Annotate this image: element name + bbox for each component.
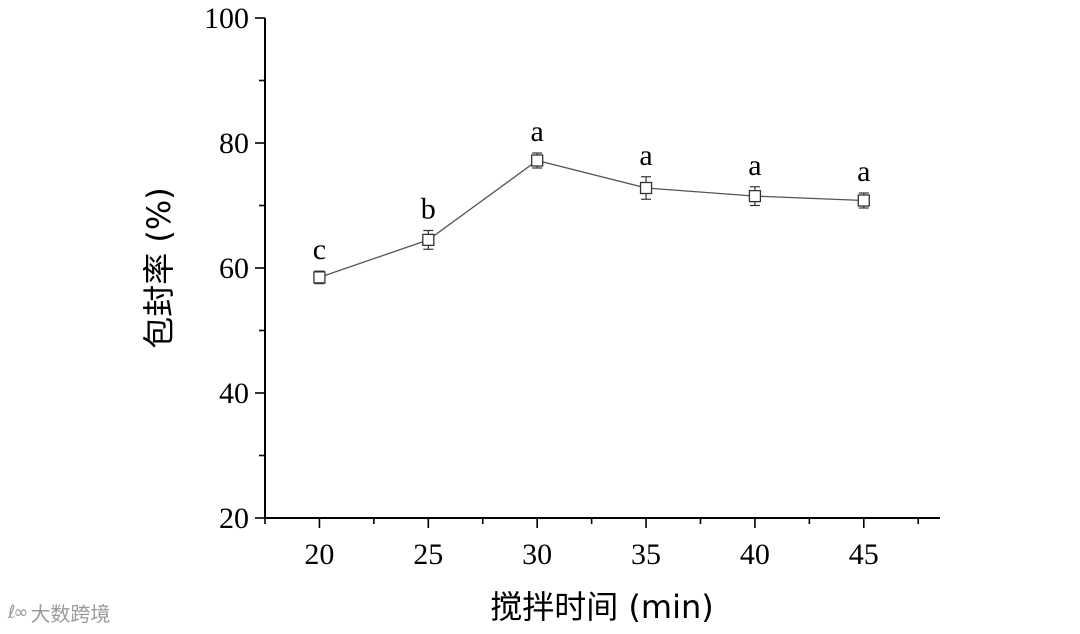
x-tick-label: 20: [304, 538, 334, 571]
ticks: 20 40 60 80 100 20 25 30 35 40 45: [204, 2, 920, 571]
series: c b a a a a: [313, 115, 870, 285]
y-tick-label: 100: [204, 2, 249, 35]
data-point-marker: [639, 181, 653, 195]
data-point-marker: [748, 189, 762, 203]
y-tick-label: 40: [219, 377, 249, 410]
significance-label: c: [313, 233, 326, 266]
y-tick-label: 60: [219, 252, 249, 285]
watermark: ℓ∞ 大数跨境: [8, 598, 110, 627]
y-tick-label: 20: [219, 502, 249, 535]
x-tick-label: 45: [849, 538, 879, 571]
x-tick-label: 35: [631, 538, 661, 571]
significance-label: b: [421, 193, 436, 226]
y-tick-label: 80: [219, 127, 249, 160]
x-tick-label: 40: [740, 538, 770, 571]
series-line: [319, 159, 864, 278]
y-axis-title: 包封率 (%): [140, 187, 178, 349]
data-point-marker: [313, 271, 326, 284]
x-tick-label: 30: [522, 538, 552, 571]
data-point-marker: [857, 194, 870, 207]
watermark-logo-icon: ℓ∞: [8, 602, 28, 623]
data-point-marker: [531, 154, 544, 167]
watermark-text: 大数跨境: [30, 602, 111, 626]
data-point-marker: [422, 233, 435, 247]
significance-label: a: [857, 155, 870, 188]
significance-label: a: [748, 149, 761, 182]
significance-label: a: [531, 115, 544, 148]
x-tick-label: 25: [413, 538, 443, 571]
x-axis-title: 搅拌时间 (min): [490, 588, 714, 626]
axes: [264, 18, 940, 519]
significance-label: a: [639, 139, 652, 172]
